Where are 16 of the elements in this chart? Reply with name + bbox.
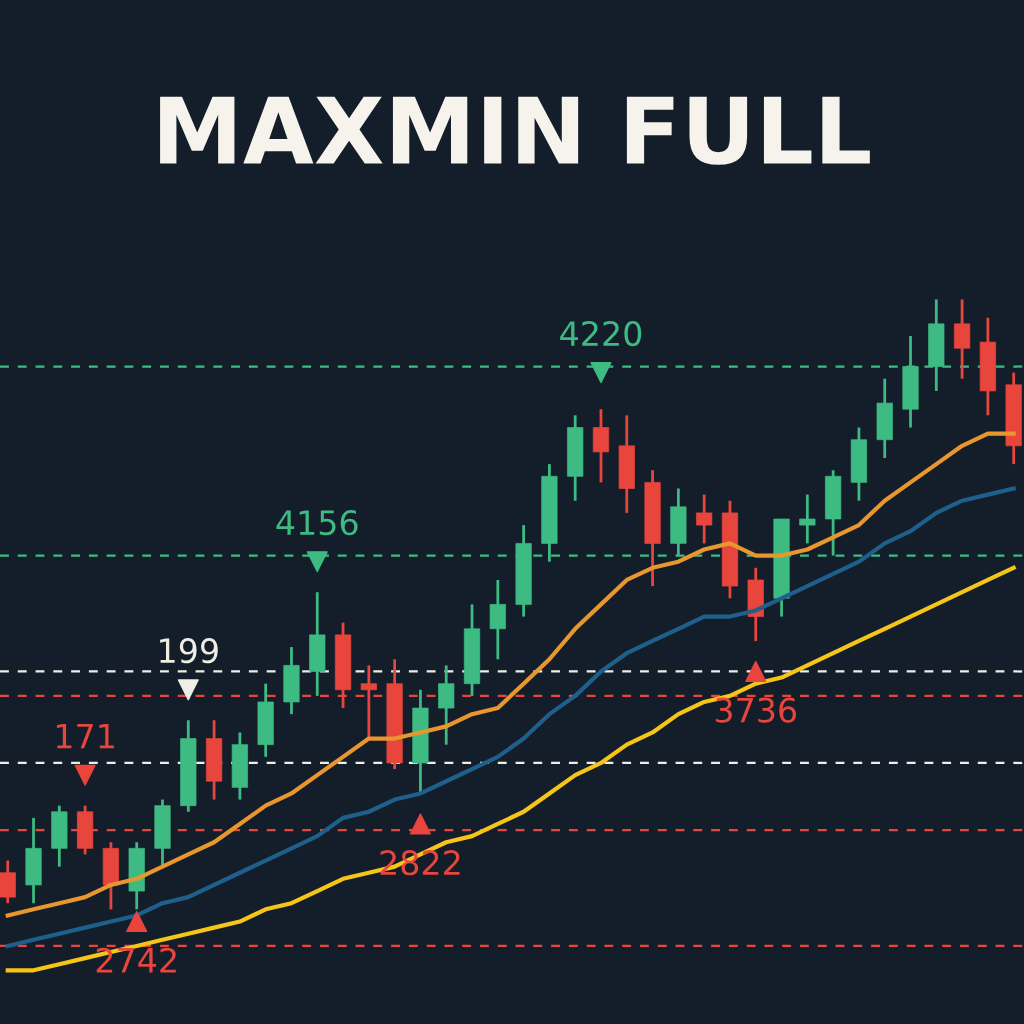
point xyxy=(177,679,199,701)
point xyxy=(126,911,148,933)
chart-title: MAXMIN FULL xyxy=(160,96,870,165)
point xyxy=(745,660,767,682)
annotation: 4156 xyxy=(276,510,358,536)
point xyxy=(590,362,612,384)
annotation: 3736 xyxy=(715,697,797,723)
candlestick xyxy=(360,663,377,740)
text: 2742 xyxy=(96,947,176,973)
annotation: 199 xyxy=(160,638,218,664)
annotation: 4220 xyxy=(560,320,642,347)
candlestick xyxy=(799,493,816,545)
point xyxy=(306,551,328,573)
annotation: 171 xyxy=(56,723,114,749)
candlestick xyxy=(696,493,713,545)
point xyxy=(409,813,431,835)
